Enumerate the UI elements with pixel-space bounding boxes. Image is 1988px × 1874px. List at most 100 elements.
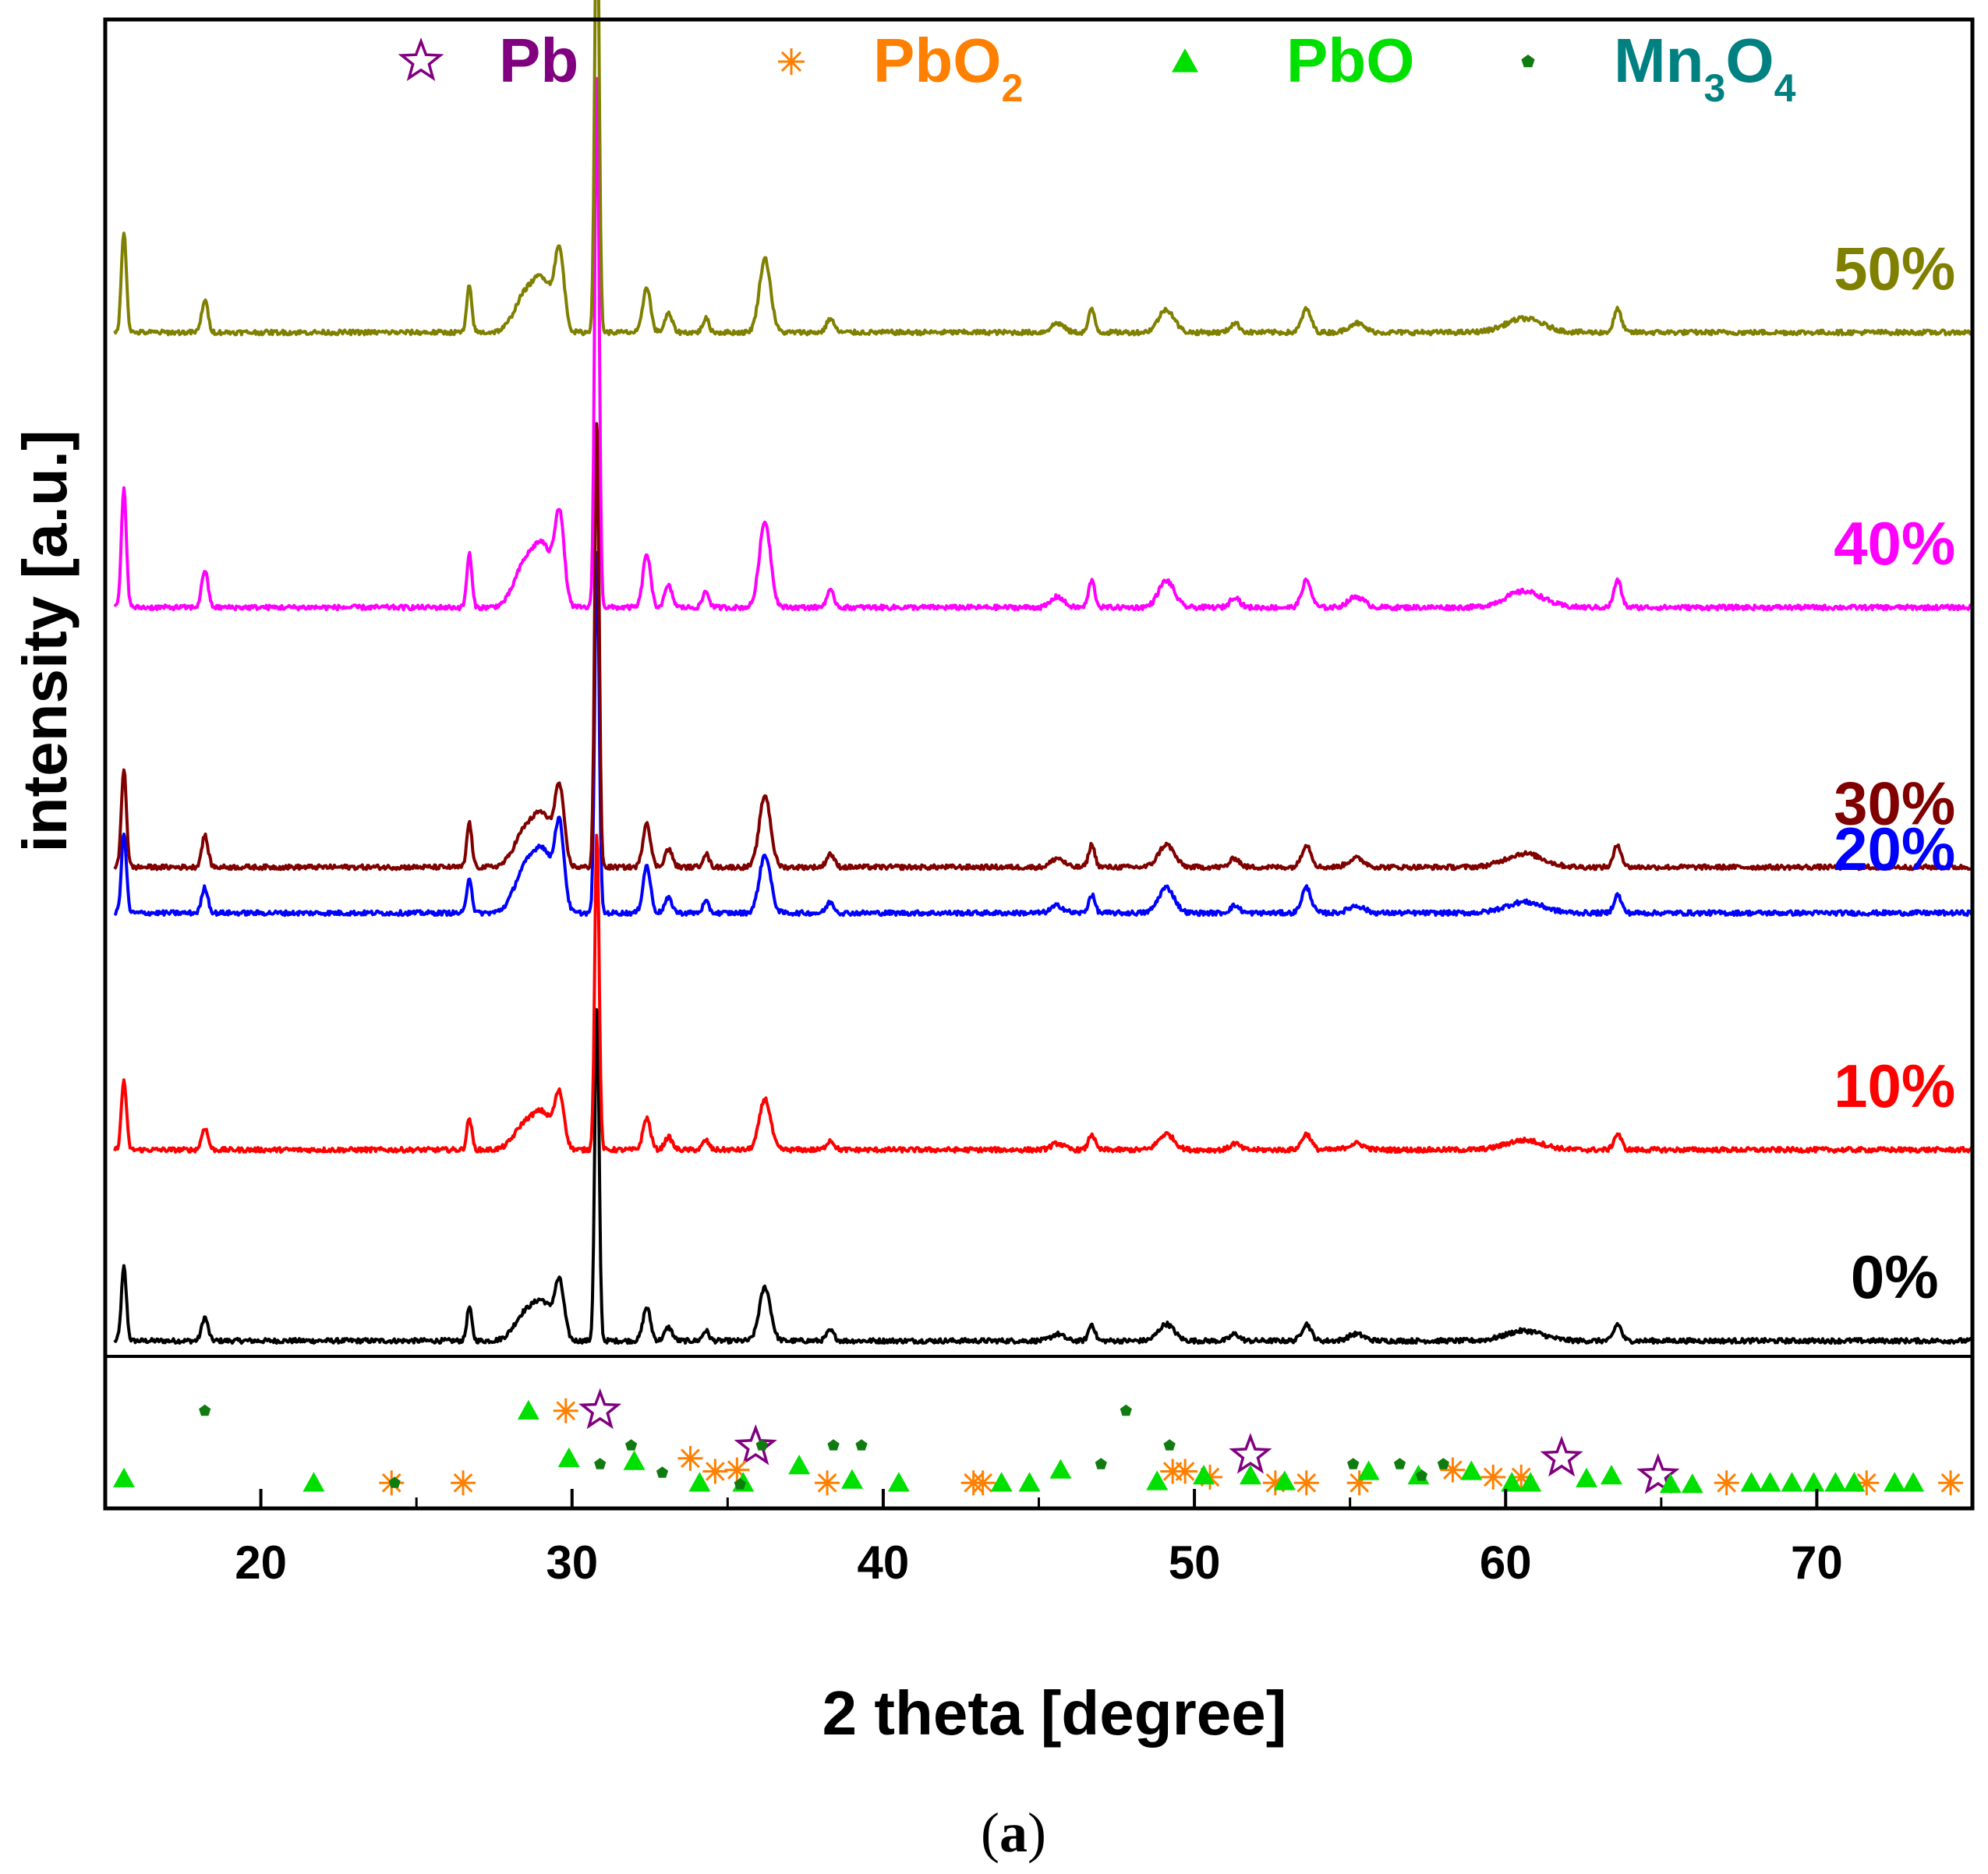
ref-marker-pbo: [1884, 1472, 1906, 1492]
ref-marker-pbo: [1273, 1470, 1296, 1490]
ref-marker-mn3o4: [625, 1439, 638, 1451]
plot-area: 0%10%20%30%40%50% Pb PbO2 PbO Mn3O4 20 30 40 5…: [103, 0, 1975, 1589]
legend-label-mn3o4: Mn3O4: [1614, 26, 1796, 110]
legend-marker-pbo2: [778, 48, 805, 75]
x-tick-label: 60: [1480, 1536, 1532, 1589]
ref-marker-pbo: [1802, 1472, 1825, 1492]
legend-text-part: PbO: [1286, 26, 1414, 95]
series-label: 50%: [1834, 234, 1955, 302]
series-line-10pct: [113, 833, 1974, 1154]
series-label: 20%: [1834, 815, 1955, 883]
ref-marker-pbo: [1681, 1473, 1703, 1494]
ref-marker-pbo2: [1173, 1459, 1198, 1484]
ref-marker-mn3o4: [199, 1404, 211, 1416]
ref-marker-mn3o4: [827, 1439, 840, 1451]
ref-marker-pbo: [688, 1472, 711, 1492]
x-tick-label: 70: [1791, 1536, 1843, 1589]
ref-marker-pbo: [1519, 1472, 1542, 1492]
ref-marker-mn3o4: [1347, 1458, 1360, 1469]
series-line-20pct: [113, 551, 1974, 918]
figure-caption: (a): [981, 1802, 1046, 1864]
ref-marker-mn3o4: [1393, 1458, 1406, 1469]
series-line-30pct: [113, 422, 1974, 872]
legend-text-part: PbO: [873, 26, 1001, 95]
x-tick-label: 20: [235, 1536, 287, 1589]
ref-marker-mn3o4: [1415, 1469, 1428, 1481]
ref-marker-pbo: [517, 1399, 539, 1420]
ref-marker-mn3o4: [1095, 1458, 1107, 1469]
ref-marker-pbo: [1759, 1472, 1781, 1492]
ref-marker-pb: [1540, 1435, 1583, 1477]
ref-marker-pbo2: [815, 1470, 840, 1496]
series-line-40pct: [113, 76, 1973, 612]
caption-letter: a: [999, 1802, 1028, 1864]
ref-marker-pb: [1636, 1453, 1680, 1494]
legend-text-part: Mn: [1614, 26, 1704, 95]
ref-marker-pbo: [623, 1450, 646, 1470]
x-tick-label: 50: [1169, 1536, 1221, 1589]
ref-marker-pbo: [841, 1469, 863, 1489]
legend-text-part: 4: [1774, 66, 1796, 110]
ref-marker-pbo: [1600, 1465, 1622, 1485]
series-label: 0%: [1851, 1243, 1939, 1311]
series-line-50pct: [113, 0, 1973, 337]
x-tick-label: 30: [546, 1536, 598, 1589]
ref-marker-pbo: [1781, 1472, 1803, 1492]
y-axis-label: intensity [a.u.]: [10, 430, 80, 852]
legend-label-pb: Pb: [499, 26, 578, 95]
ref-marker-pbo: [1576, 1467, 1598, 1487]
ref-marker-mn3o4: [1163, 1439, 1176, 1451]
ref-marker-mn3o4: [855, 1439, 868, 1451]
ref-marker-pbo: [1902, 1472, 1925, 1492]
ref-marker-mn3o4: [734, 1478, 746, 1490]
ref-marker-pbo2: [1938, 1470, 1964, 1496]
x-axis-label: 2 theta [degree]: [822, 1678, 1287, 1748]
legend-label-pbo2: PbO2: [873, 26, 1023, 110]
ref-marker-pbo: [1146, 1470, 1169, 1490]
ref-marker-pbo: [1239, 1465, 1261, 1485]
ref-marker-pbo: [1049, 1459, 1072, 1479]
ref-marker-pbo: [302, 1472, 325, 1492]
ref-marker-pbo2: [677, 1445, 703, 1471]
series-line-0pct: [113, 1008, 1974, 1345]
legend: Pb PbO2 PbO Mn3O4: [398, 26, 1796, 110]
ref-marker-pbo: [1501, 1472, 1523, 1492]
diffraction-curves: [113, 0, 1974, 1345]
ref-marker-pbo: [1740, 1472, 1763, 1492]
ref-marker-pb: [1229, 1433, 1272, 1474]
ref-marker-mn3o4: [388, 1476, 401, 1488]
legend-marker-pb: [398, 37, 444, 82]
ref-marker-pbo: [557, 1447, 580, 1467]
ref-marker-pbo: [887, 1472, 910, 1492]
ref-marker-pbo2: [451, 1470, 476, 1496]
legend-text-part: O: [1725, 26, 1774, 95]
ref-marker-pbo2: [1714, 1470, 1739, 1496]
caption-open-paren: (: [981, 1802, 999, 1864]
series-label: 30%: [1834, 769, 1955, 837]
ref-marker-pbo: [1460, 1460, 1483, 1480]
ref-marker-pbo2: [1480, 1464, 1506, 1490]
ref-marker-pbo2: [1293, 1470, 1319, 1496]
ref-marker-pbo: [1193, 1465, 1215, 1485]
ref-marker-pbo: [788, 1455, 811, 1475]
ref-marker-pbo: [1018, 1472, 1041, 1492]
ref-marker-pbo: [990, 1472, 1013, 1492]
ref-marker-pbo: [112, 1467, 135, 1487]
ref-marker-mn3o4: [594, 1458, 607, 1469]
ref-marker-mn3o4: [1437, 1458, 1449, 1469]
series-label: 40%: [1834, 509, 1955, 578]
legend-text-part: 2: [1001, 66, 1023, 110]
series-labels: 0% 10% 20%30% 40% 50%: [1834, 234, 1955, 1311]
ref-marker-mn3o4: [656, 1466, 669, 1478]
x-tick-label: 40: [858, 1536, 910, 1589]
ref-marker-pbo: [1843, 1472, 1866, 1492]
legend-label-pbo: PbO: [1286, 26, 1414, 95]
ref-marker-pbo2: [702, 1459, 728, 1484]
ref-marker-pb: [734, 1424, 777, 1466]
ref-marker-pbo: [1824, 1472, 1847, 1492]
ref-marker-pbo: [1659, 1473, 1682, 1494]
legend-marker-pbo: [1172, 48, 1198, 72]
ref-marker-pbo: [1357, 1460, 1380, 1480]
